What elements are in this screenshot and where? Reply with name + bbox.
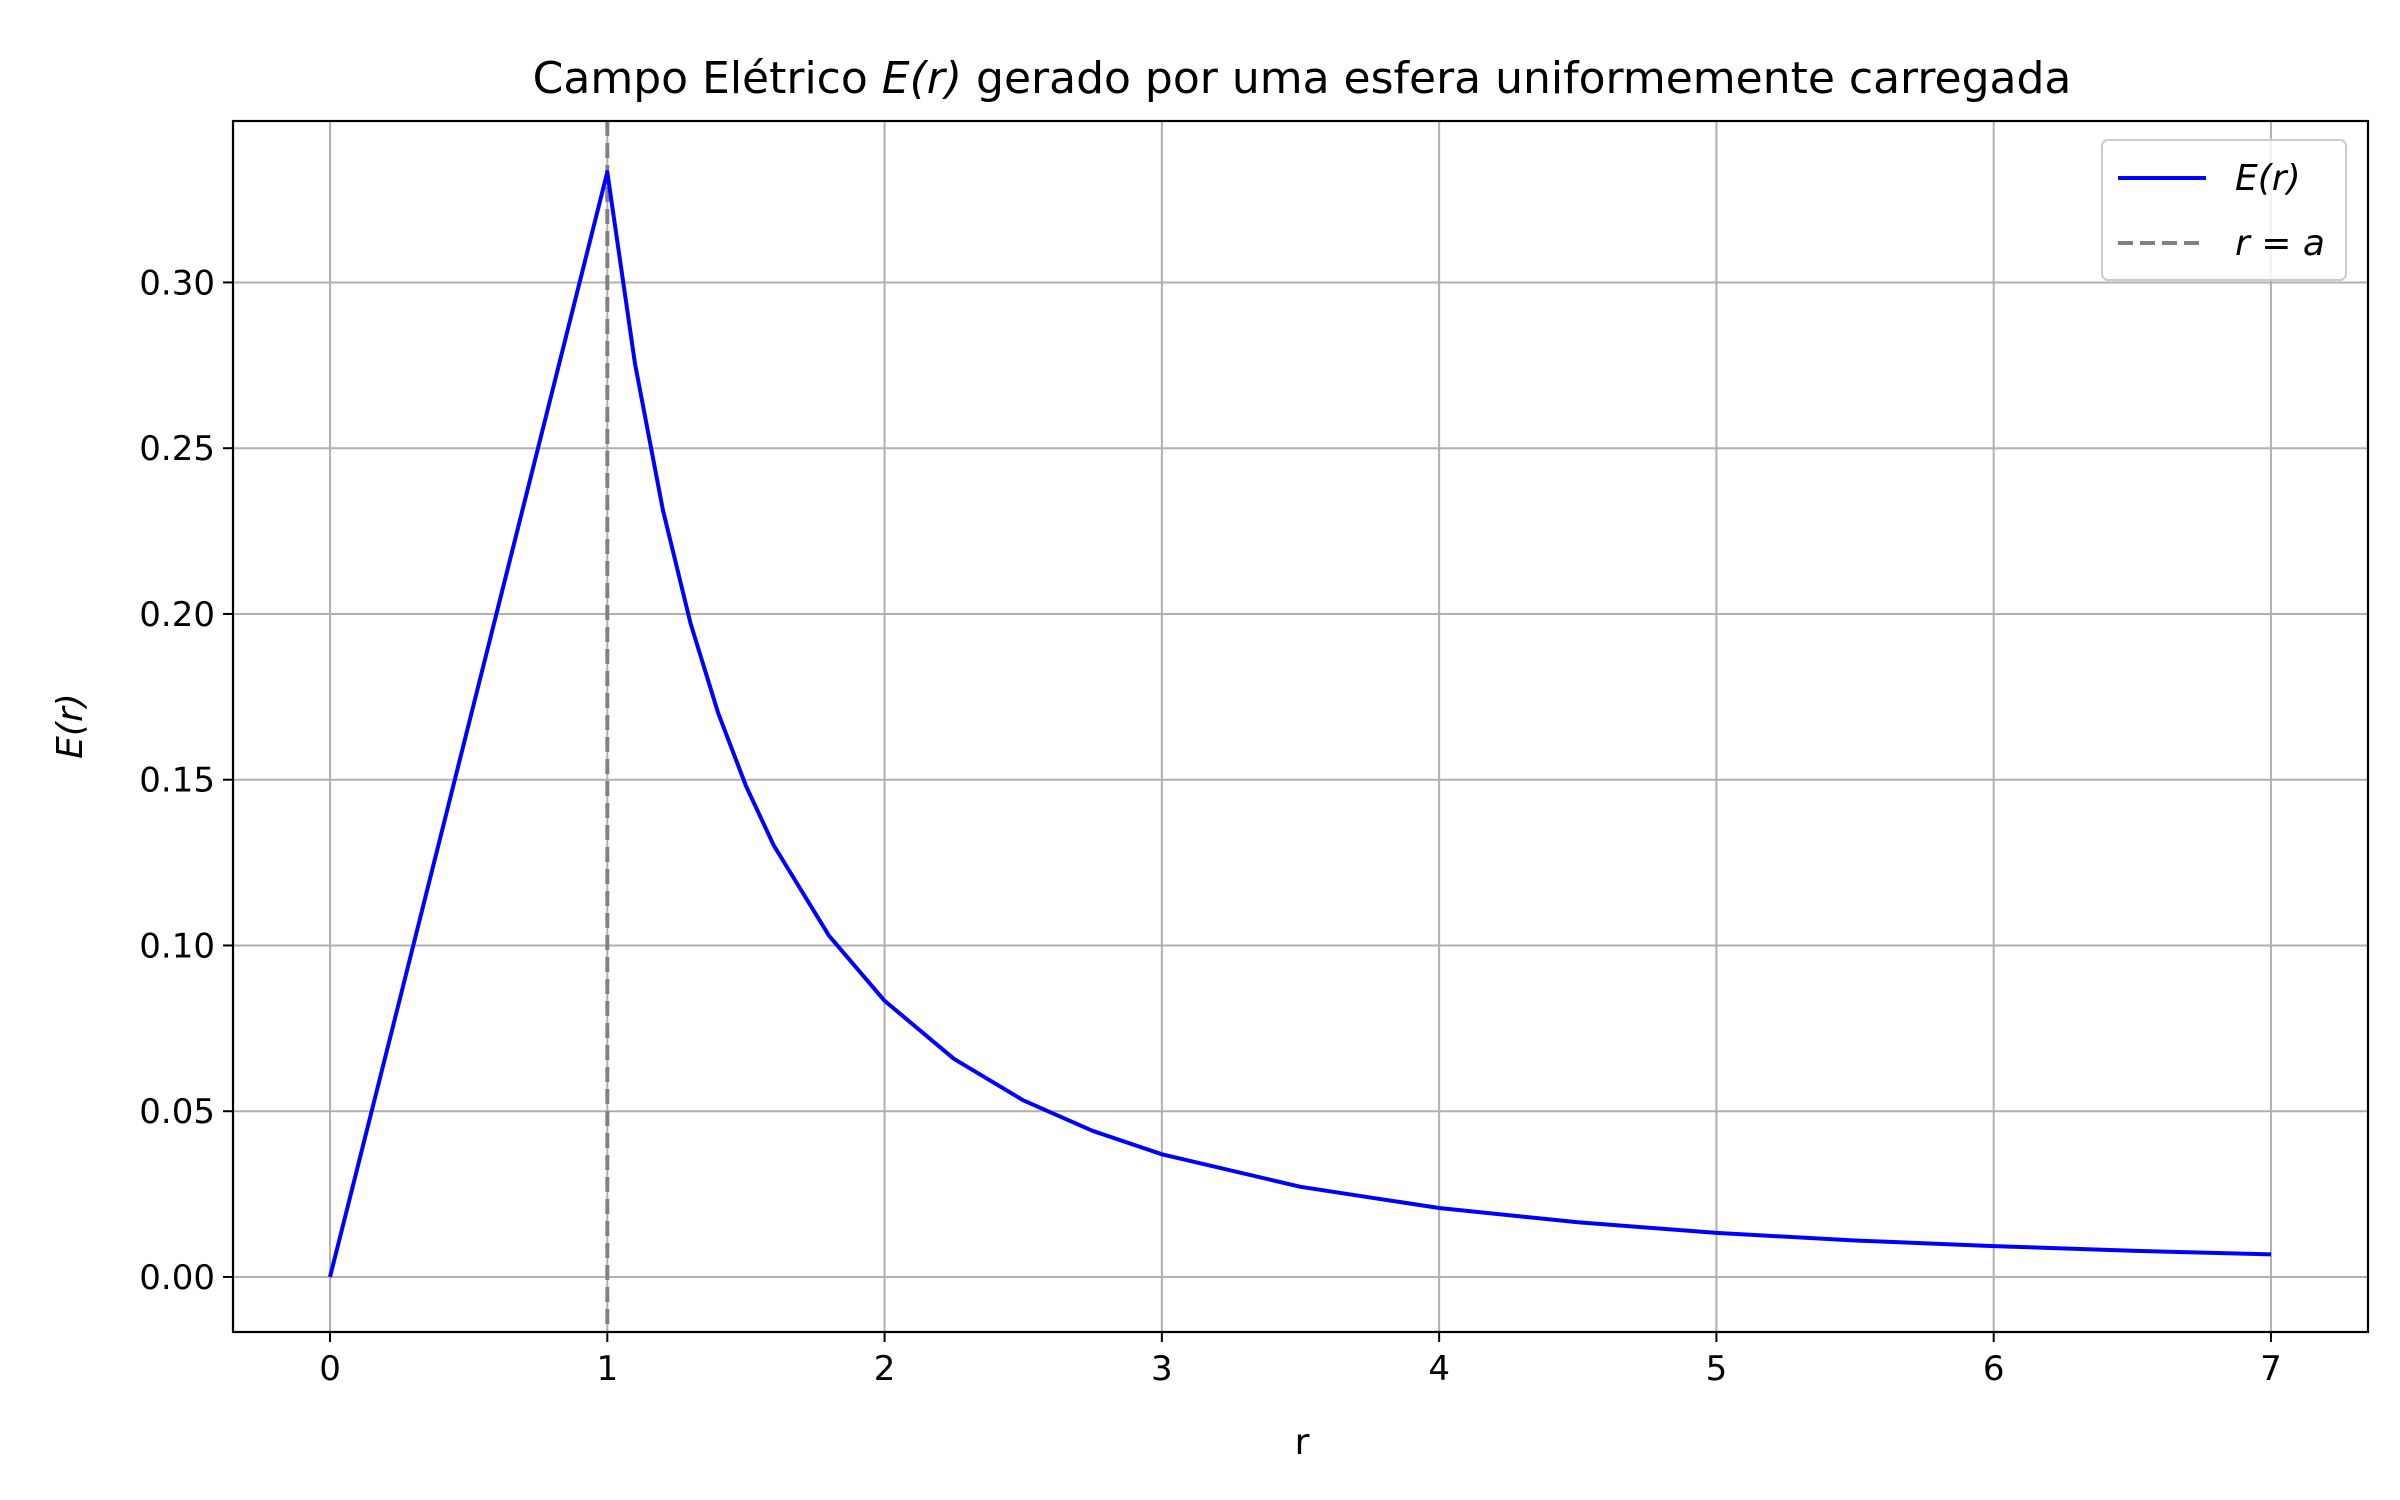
y-tick-label: 0.00 <box>139 1258 215 1298</box>
legend: E(r) r = a <box>2101 139 2347 281</box>
x-axis-ticks: 0 1 2 3 4 5 6 7 <box>319 1332 2282 1389</box>
series-line-e-r <box>328 170 2272 1278</box>
chart-title: Campo Elétrico E(r) gerado por uma esfer… <box>533 53 2072 104</box>
plot-area-frame <box>231 119 2370 1334</box>
legend-label-r-equals-a: r = a <box>2235 223 2325 264</box>
grid-lines <box>233 121 2368 1332</box>
y-tick-label: 0.25 <box>139 429 215 469</box>
y-tick-label: 0.30 <box>139 263 215 303</box>
legend-label-e-r: E(r) <box>2235 158 2301 199</box>
y-axis-ticks: 0.00 0.05 0.10 0.15 0.20 0.25 0.30 <box>139 263 233 1298</box>
x-tick-label: 6 <box>1983 1349 2005 1389</box>
x-tick-label: 1 <box>596 1349 618 1389</box>
series-lines <box>328 170 2272 1278</box>
x-tick-label: 3 <box>1151 1349 1173 1389</box>
y-tick-label: 0.05 <box>139 1092 215 1132</box>
y-tick-label: 0.10 <box>139 926 215 966</box>
x-tick-label: 0 <box>319 1349 341 1389</box>
x-tick-label: 7 <box>2260 1349 2282 1389</box>
y-axis-label: E(r) <box>50 693 91 759</box>
x-tick-label: 4 <box>1428 1349 1450 1389</box>
y-tick-label: 0.20 <box>139 595 215 635</box>
y-tick-label: 0.15 <box>139 761 215 801</box>
x-tick-label: 5 <box>1706 1349 1728 1389</box>
x-tick-label: 2 <box>874 1349 896 1389</box>
x-axis-label: r <box>1295 1422 1310 1463</box>
